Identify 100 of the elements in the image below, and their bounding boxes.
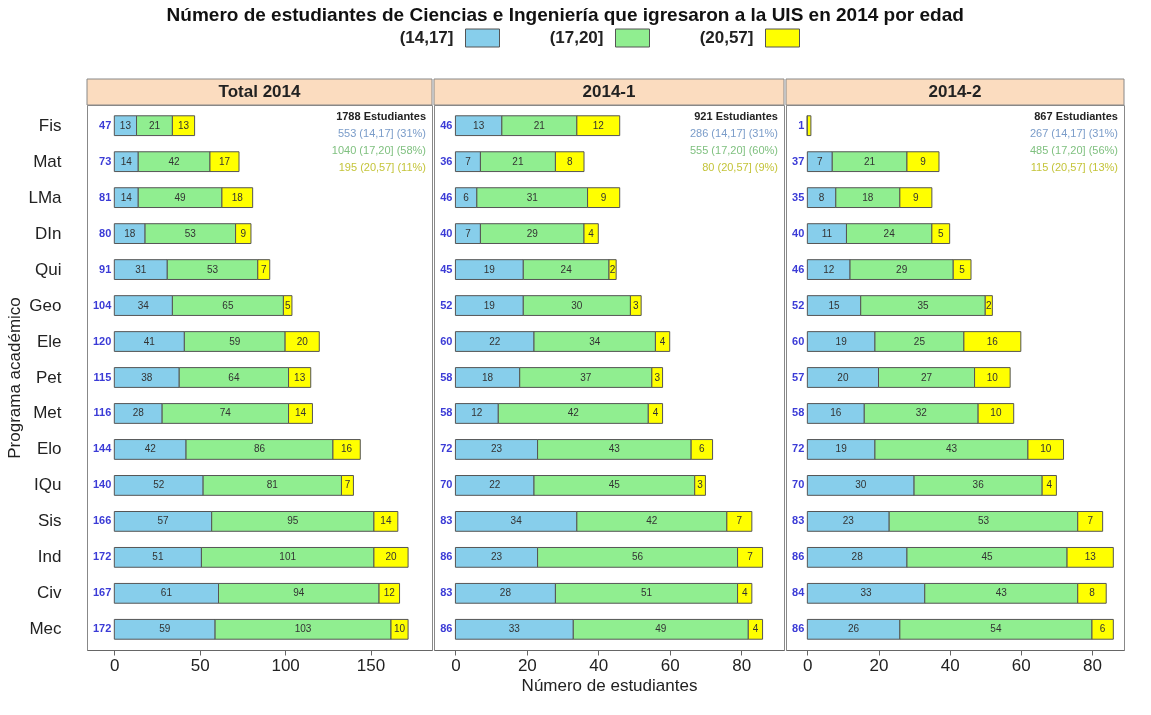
data-label: 51 <box>152 551 164 563</box>
total-label: 91 <box>99 262 112 275</box>
data-label: 5 <box>959 263 966 275</box>
total-label: 46 <box>792 262 805 275</box>
data-label: 20 <box>296 335 309 347</box>
data-label: 34 <box>589 335 601 347</box>
total-label: 86 <box>440 550 453 563</box>
data-label: 42 <box>567 407 580 419</box>
data-label: 7 <box>736 515 743 527</box>
y-tick-label: Elo <box>36 439 62 459</box>
data-label: 20 <box>837 371 849 383</box>
data-label: 30 <box>571 299 583 311</box>
x-tick-label: 150 <box>356 655 386 675</box>
data-label: 34 <box>137 299 150 311</box>
data-label: 41 <box>143 335 156 347</box>
data-label: 24 <box>560 263 573 275</box>
data-label: 59 <box>159 623 171 635</box>
x-tick-label: 80 <box>1083 655 1102 675</box>
data-label: 21 <box>512 155 524 167</box>
y-axis-title: Programa académico <box>5 297 25 459</box>
data-label: 86 <box>253 443 266 455</box>
data-label: 101 <box>279 551 297 563</box>
x-tick-label: 50 <box>190 655 210 675</box>
y-tick-label: Pet <box>35 367 62 387</box>
total-label: 83 <box>792 514 805 527</box>
data-label: 19 <box>835 443 848 455</box>
annotation: 1788 Estudiantes <box>336 110 426 122</box>
total-label: 58 <box>440 406 453 419</box>
total-label: 86 <box>792 622 805 635</box>
total-label: 37 <box>792 154 805 167</box>
total-label: 70 <box>792 478 805 491</box>
total-label: 52 <box>440 298 453 311</box>
total-label: 83 <box>440 514 453 527</box>
total-label: 58 <box>792 406 805 419</box>
total-label: 60 <box>440 334 453 347</box>
data-label: 59 <box>229 335 241 347</box>
total-label: 52 <box>792 298 805 311</box>
data-label: 4 <box>652 407 659 419</box>
data-label: 7 <box>747 551 754 563</box>
legend-label: (14,17] <box>399 28 454 47</box>
data-label: 8 <box>818 191 825 203</box>
data-label: 95 <box>287 515 299 527</box>
data-label: 15 <box>828 299 841 311</box>
legend-label: (17,20] <box>549 28 604 47</box>
y-tick-label: Civ <box>36 583 62 603</box>
data-label: 45 <box>981 551 994 563</box>
data-label: 13 <box>473 119 485 131</box>
data-label: 26 <box>848 623 860 635</box>
annotation: 286 (14,17] (31%) <box>689 127 778 139</box>
data-label: 14 <box>294 407 307 419</box>
x-tick-label: 60 <box>660 655 680 675</box>
data-label: 3 <box>633 299 639 311</box>
data-label: 42 <box>144 443 157 455</box>
y-tick-label: Fis <box>38 115 62 135</box>
data-label: 7 <box>1087 515 1094 527</box>
data-label: 10 <box>990 407 1002 419</box>
data-label: 45 <box>608 479 621 491</box>
data-label: 5 <box>937 227 944 239</box>
data-label: 53 <box>206 263 219 275</box>
x-axis-title: Número de estudiantes <box>521 675 698 695</box>
data-label: 21 <box>148 119 161 131</box>
chart-subtitle: 2014-1 <box>582 82 636 101</box>
y-tick-label: Ele <box>36 331 62 351</box>
total-label: 86 <box>440 622 453 635</box>
data-label: 42 <box>168 155 181 167</box>
data-label: 19 <box>483 299 496 311</box>
x-tick-label: 20 <box>869 655 889 675</box>
y-tick-label: Sis <box>37 511 62 531</box>
annotation: 921 Estudiantes <box>694 110 778 122</box>
data-label: 31 <box>526 191 539 203</box>
data-label: 4 <box>752 623 759 635</box>
data-label: 35 <box>917 299 929 311</box>
total-label: 35 <box>792 190 805 203</box>
total-label: 1 <box>798 118 805 131</box>
x-tick-label: 80 <box>732 655 752 675</box>
data-label: 4 <box>659 335 666 347</box>
annotation: 555 (17,20] (60%) <box>689 144 778 156</box>
data-label: 49 <box>174 191 187 203</box>
total-label: 57 <box>792 370 805 383</box>
data-label: 21 <box>533 119 546 131</box>
total-label: 115 <box>93 370 112 383</box>
total-label: 47 <box>99 118 112 131</box>
total-label: 40 <box>792 226 805 239</box>
data-label: 12 <box>823 263 835 275</box>
data-label: 9 <box>920 155 927 167</box>
data-label: 28 <box>851 551 864 563</box>
data-label: 22 <box>489 479 501 491</box>
annotation: 553 (14,17] (31%) <box>337 127 426 139</box>
total-label: 86 <box>792 550 805 563</box>
data-label: 8 <box>566 155 573 167</box>
bar <box>806 115 812 137</box>
data-label: 43 <box>995 587 1008 599</box>
data-label: 4 <box>741 587 748 599</box>
data-label: 54 <box>990 623 1002 635</box>
data-label: 16 <box>341 443 353 455</box>
data-label: 10 <box>986 371 999 383</box>
data-label: 18 <box>862 191 874 203</box>
x-tick-label: 0 <box>110 655 120 675</box>
y-tick-label: IQu <box>34 475 62 495</box>
data-label: 28 <box>132 407 145 419</box>
